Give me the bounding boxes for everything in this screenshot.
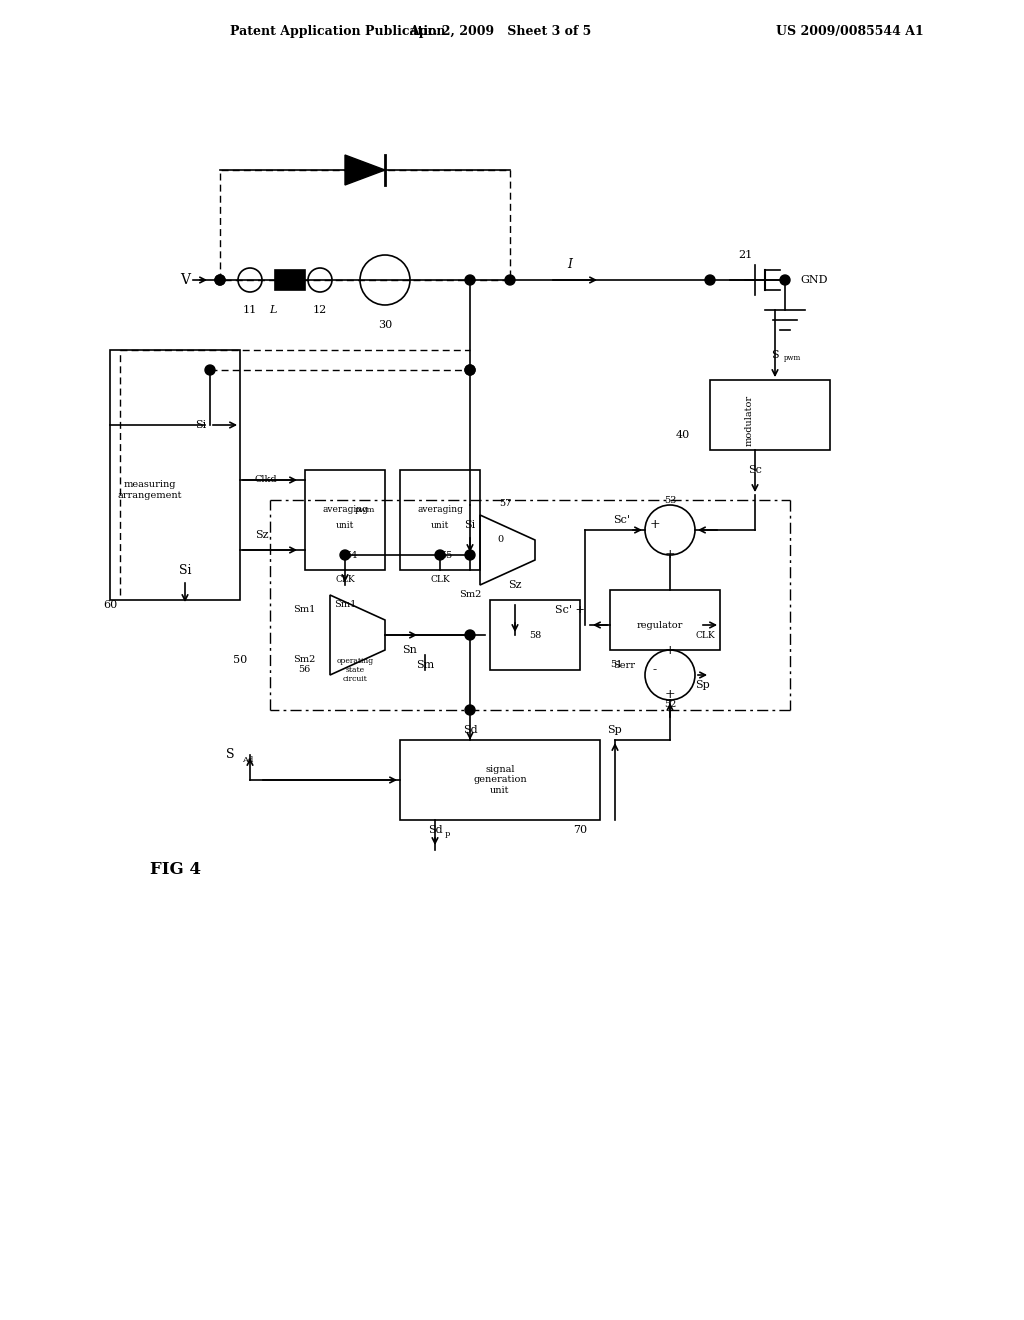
Text: 60: 60 <box>102 601 117 610</box>
Text: pwm: pwm <box>784 354 801 362</box>
Text: Si: Si <box>195 420 206 430</box>
Text: pwm: pwm <box>354 506 375 513</box>
Text: US 2009/0085544 A1: US 2009/0085544 A1 <box>776 25 924 38</box>
Text: FIG 4: FIG 4 <box>150 862 201 879</box>
Bar <box>400 741 600 820</box>
Text: 40: 40 <box>676 430 690 440</box>
Text: V: V <box>180 273 190 286</box>
Text: 12: 12 <box>313 305 327 315</box>
Text: p: p <box>445 830 451 838</box>
Circle shape <box>435 550 445 560</box>
Circle shape <box>505 275 515 285</box>
Circle shape <box>705 275 715 285</box>
Bar <box>400 470 480 570</box>
Circle shape <box>205 366 215 375</box>
Bar <box>305 470 385 570</box>
Text: Sm: Sm <box>416 660 434 671</box>
Text: 11: 11 <box>243 305 257 315</box>
Text: 54: 54 <box>345 550 357 560</box>
Bar <box>275 271 305 290</box>
Circle shape <box>215 275 225 285</box>
Text: Sd: Sd <box>463 725 477 735</box>
Text: 70: 70 <box>573 825 587 836</box>
Text: Sz: Sz <box>255 531 268 540</box>
Text: unit: unit <box>336 520 354 529</box>
Text: +: + <box>665 689 675 701</box>
Text: CLK: CLK <box>695 631 715 639</box>
Circle shape <box>465 366 475 375</box>
Text: 50: 50 <box>232 655 247 665</box>
Text: +: + <box>649 519 660 532</box>
Text: CLK: CLK <box>430 576 450 583</box>
Text: Sn: Sn <box>402 645 418 655</box>
Text: Sc: Sc <box>749 465 762 475</box>
Bar <box>490 601 580 671</box>
Circle shape <box>465 275 475 285</box>
Text: 51: 51 <box>610 660 623 669</box>
Text: Apr. 2, 2009   Sheet 3 of 5: Apr. 2, 2009 Sheet 3 of 5 <box>409 25 591 38</box>
Text: Serr: Serr <box>613 660 635 669</box>
Text: operating
state
circuit: operating state circuit <box>337 657 374 684</box>
Text: averaging: averaging <box>323 506 368 515</box>
Text: GND: GND <box>800 275 827 285</box>
Text: Patent Application Publication: Patent Application Publication <box>230 25 445 38</box>
Circle shape <box>780 275 790 285</box>
Bar <box>710 380 830 450</box>
Text: 52: 52 <box>664 700 676 709</box>
Text: Si: Si <box>464 520 475 531</box>
Text: Sd: Sd <box>428 825 442 836</box>
Text: Sp: Sp <box>607 725 623 735</box>
Text: Sz: Sz <box>508 579 522 590</box>
Text: S: S <box>771 350 779 360</box>
Text: Ad: Ad <box>242 756 253 764</box>
Text: L: L <box>269 305 276 315</box>
Text: I: I <box>567 259 572 272</box>
Circle shape <box>340 550 350 560</box>
Circle shape <box>465 705 475 715</box>
Text: Sm2: Sm2 <box>293 656 315 664</box>
Text: Sc' +: Sc' + <box>555 605 585 615</box>
Text: Si: Si <box>179 564 191 577</box>
Text: averaging: averaging <box>417 506 463 515</box>
Circle shape <box>465 366 475 375</box>
Text: +: + <box>665 549 675 561</box>
Text: S: S <box>225 748 234 762</box>
Text: Sp: Sp <box>695 680 710 690</box>
Text: regulator: regulator <box>637 620 683 630</box>
Circle shape <box>465 550 475 560</box>
Text: unit: unit <box>431 520 450 529</box>
Text: Sm1: Sm1 <box>293 606 315 615</box>
Text: +: + <box>665 644 675 656</box>
Text: measuring
arrangement: measuring arrangement <box>118 480 182 500</box>
Text: 57: 57 <box>499 499 511 508</box>
Text: 0: 0 <box>497 536 503 544</box>
Circle shape <box>465 630 475 640</box>
Bar <box>610 590 720 649</box>
Polygon shape <box>345 154 385 185</box>
Text: 21: 21 <box>738 249 752 260</box>
Bar <box>110 350 240 601</box>
Text: -: - <box>653 664 657 676</box>
Text: signal
generation
unit: signal generation unit <box>473 766 526 795</box>
Text: modulator: modulator <box>745 395 754 446</box>
Text: 55: 55 <box>440 550 453 560</box>
Text: CLK: CLK <box>335 576 355 583</box>
Text: Sm1: Sm1 <box>334 601 356 609</box>
Text: 30: 30 <box>378 319 392 330</box>
Text: Sc': Sc' <box>613 515 630 525</box>
Text: 53: 53 <box>664 496 676 506</box>
Text: Sm2: Sm2 <box>459 590 481 599</box>
Text: 58: 58 <box>528 631 541 639</box>
Text: Clkd: Clkd <box>255 475 278 484</box>
Text: 56: 56 <box>298 665 310 675</box>
Circle shape <box>215 275 225 285</box>
